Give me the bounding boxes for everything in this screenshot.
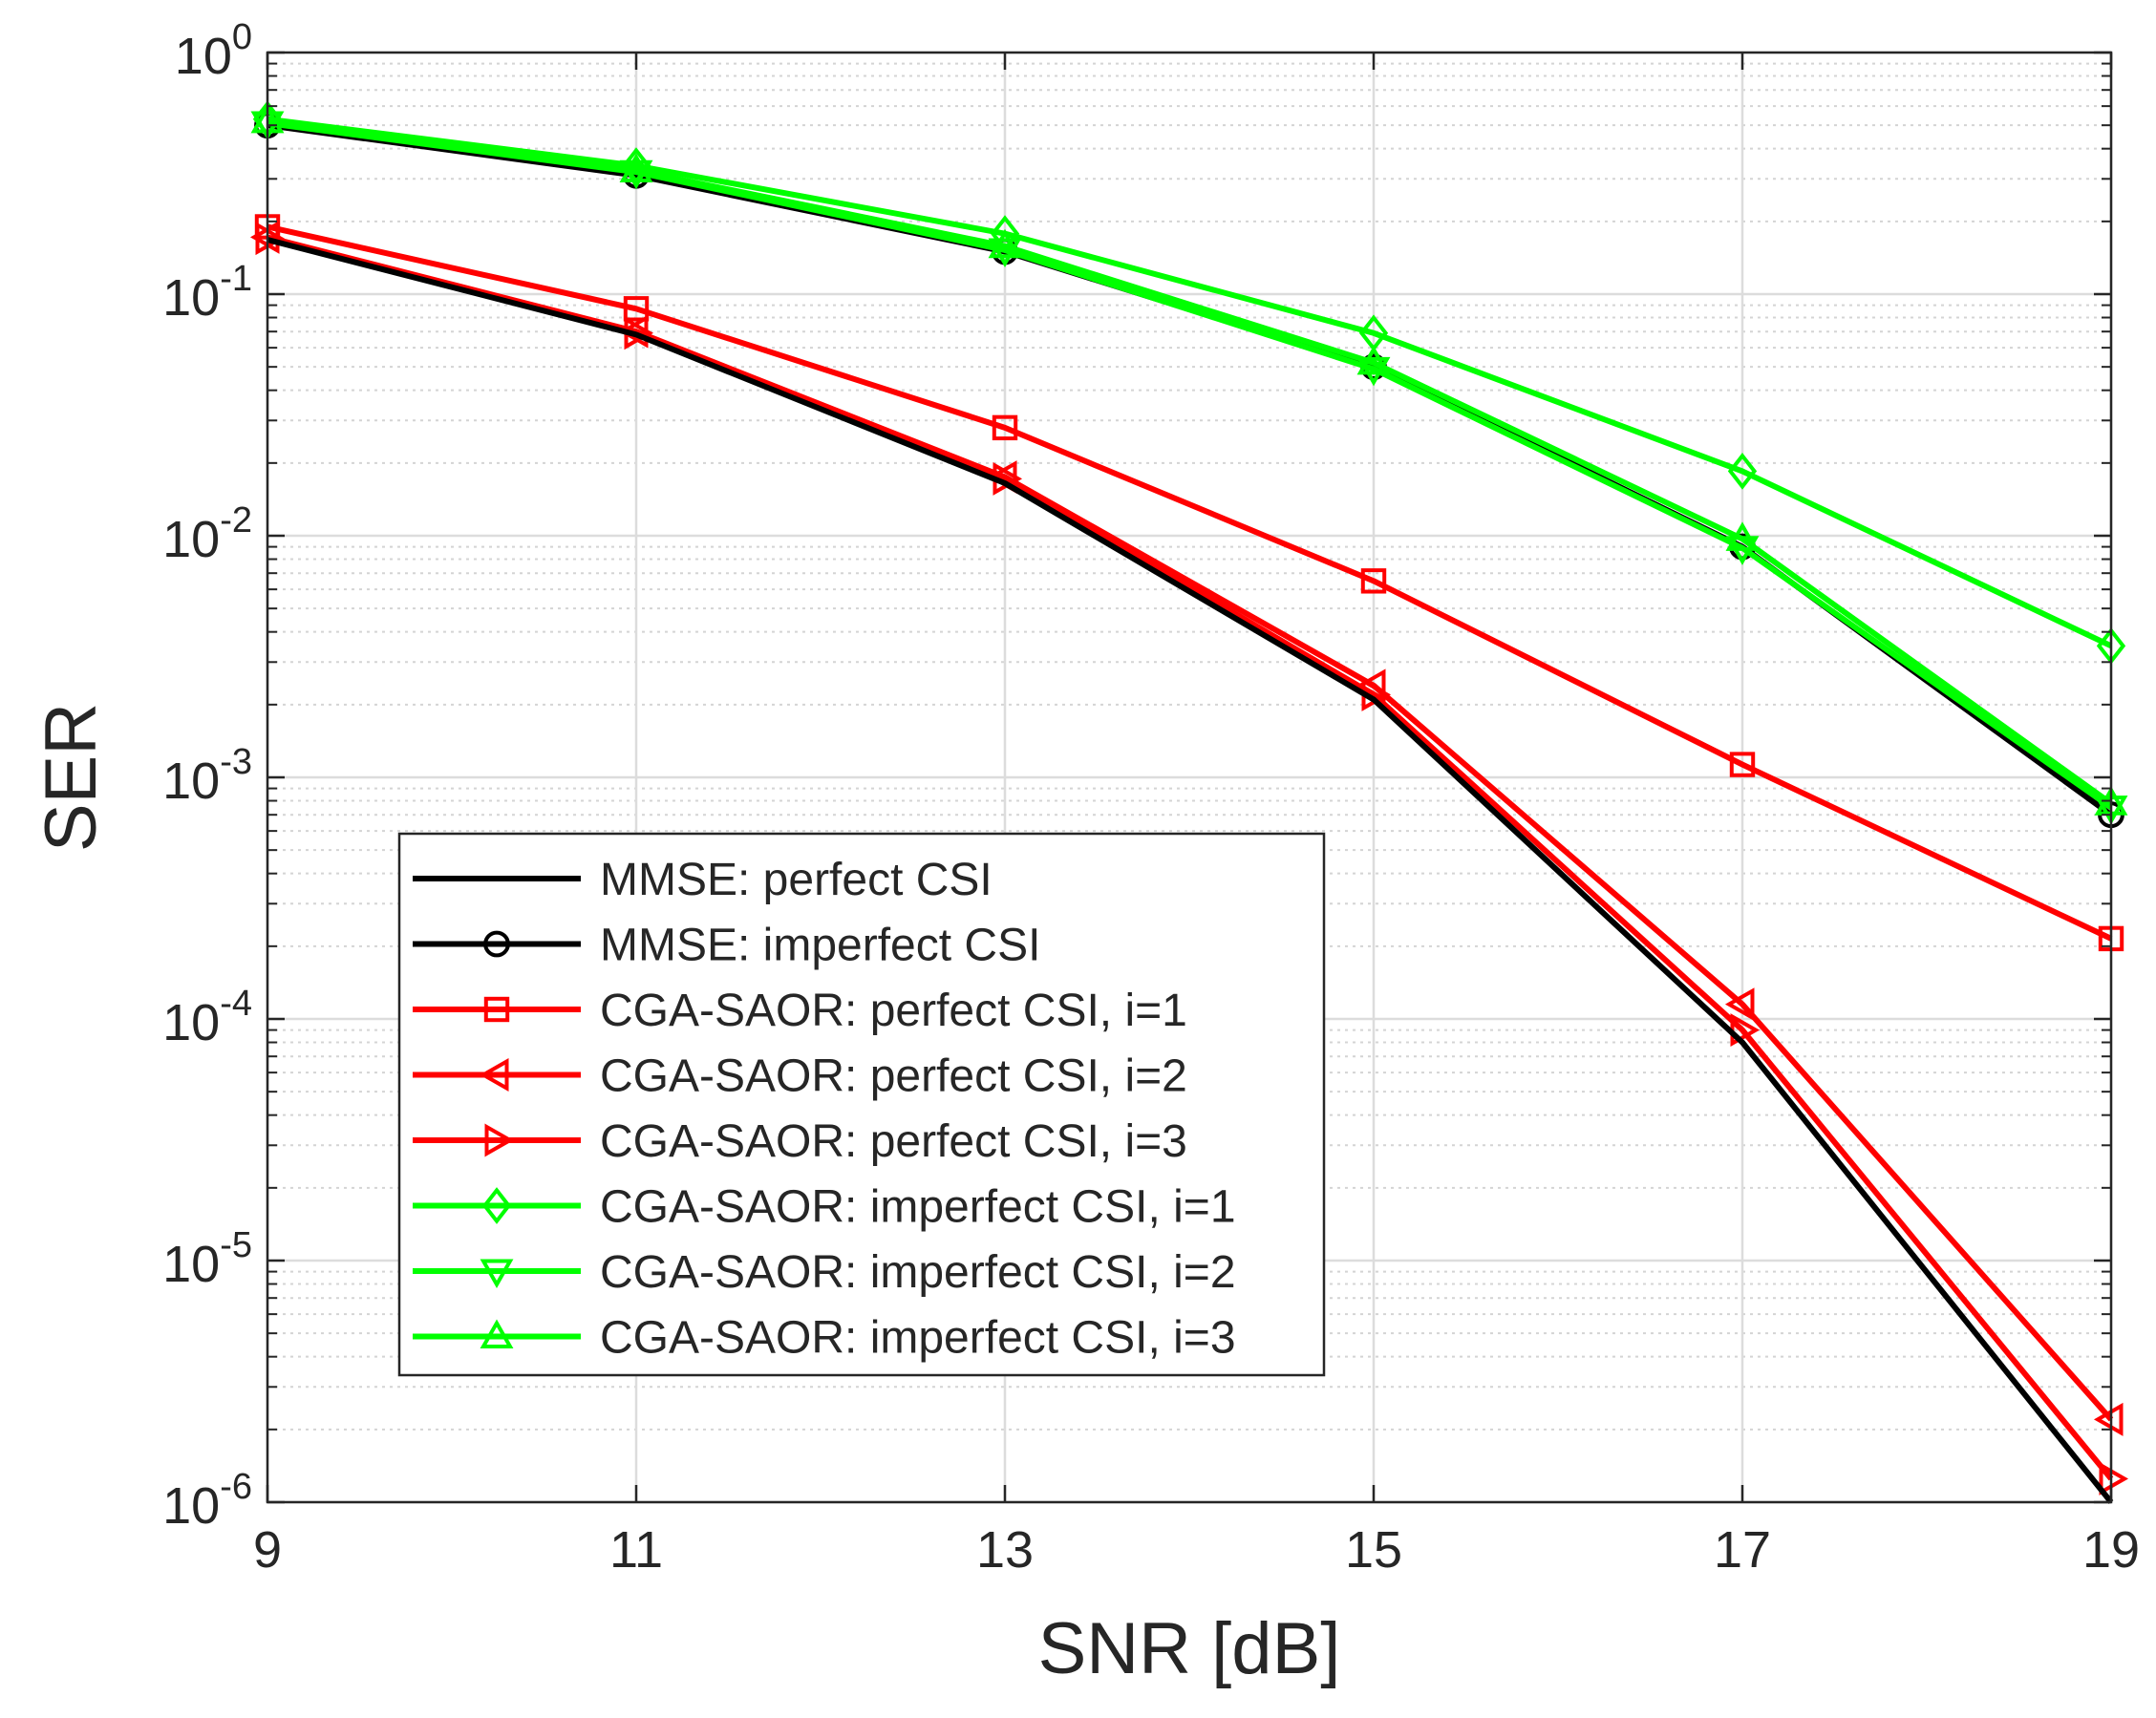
data-point-marker <box>1725 521 1760 551</box>
x-tick-labels: 9 11 13 15 17 19 <box>253 1521 2140 1579</box>
series-line <box>267 237 2114 1504</box>
legend-marker <box>483 930 510 958</box>
series-layer <box>249 100 2129 1504</box>
series-line <box>267 117 2113 806</box>
data-point-marker <box>1356 345 1391 375</box>
y-tick-label: 10-5 <box>162 1225 252 1293</box>
data-point-marker <box>249 220 280 254</box>
legend-marker <box>480 1259 514 1289</box>
legend-entry: CGA-SAOR: perfect CSI, i=3 <box>413 1116 1187 1167</box>
data-point-marker <box>990 215 1020 252</box>
legend-marker <box>481 1187 512 1224</box>
legend-entry: MMSE: perfect CSI <box>413 855 993 905</box>
legend-label: CGA-SAOR: imperfect CSI, i=3 <box>600 1313 1236 1364</box>
data-point-marker <box>1360 568 1387 594</box>
data-point-marker <box>621 147 651 184</box>
legend-entry: CGA-SAOR: perfect CSI, i=2 <box>413 1051 1187 1102</box>
data-point-marker <box>618 314 649 349</box>
data-point-marker <box>2093 1402 2124 1436</box>
legend: MMSE: perfect CSI MMSE: imperfect CSI CGA-… <box>397 832 1326 1377</box>
series-line <box>267 116 2113 649</box>
legend-entry: MMSE: imperfect CSI <box>413 921 1040 971</box>
legend-marker <box>479 1058 509 1092</box>
axis-ticks <box>266 51 2113 1504</box>
data-point-marker <box>992 414 1018 441</box>
legend-entry: CGA-SAOR: imperfect CSI, i=1 <box>413 1182 1236 1233</box>
legend-label: CGA-SAOR: imperfect CSI, i=2 <box>600 1247 1236 1298</box>
legend-marker <box>483 996 510 1023</box>
y-tick-label: 10-2 <box>162 500 252 568</box>
legend-marker <box>480 1319 514 1348</box>
data-point-marker <box>988 238 1022 268</box>
data-point-marker <box>1724 987 1755 1022</box>
x-tick-label: 19 <box>2082 1521 2140 1579</box>
x-tick-label: 17 <box>1714 1521 1771 1579</box>
data-point-marker <box>988 228 1022 259</box>
x-tick-label: 11 <box>609 1521 663 1579</box>
y-tick-label: 10-1 <box>162 259 252 327</box>
legend-label: CGA-SAOR: perfect CSI, i=2 <box>600 1051 1187 1102</box>
legend-label: MMSE: perfect CSI <box>600 855 993 905</box>
data-point-marker <box>1729 752 1756 777</box>
data-point-marker <box>1358 314 1389 352</box>
legend-label: CGA-SAOR: perfect CSI, i=3 <box>600 1116 1187 1167</box>
data-point-marker <box>1356 668 1386 703</box>
data-point-marker <box>1356 356 1391 387</box>
legend-box <box>397 832 1326 1377</box>
y-tick-label: 10-3 <box>162 742 252 810</box>
y-axis-label: SER <box>31 703 112 852</box>
legend-label: CGA-SAOR: imperfect CSI, i=1 <box>600 1182 1236 1233</box>
legend-entry: CGA-SAOR: perfect CSI, i=1 <box>413 986 1187 1036</box>
x-tick-label: 15 <box>1345 1521 1402 1579</box>
data-point-marker <box>623 296 650 322</box>
legend-label: CGA-SAOR: perfect CSI, i=1 <box>600 986 1187 1036</box>
series-1 <box>267 237 2114 1504</box>
legend-entry: CGA-SAOR: imperfect CSI, i=3 <box>413 1313 1236 1364</box>
data-point-marker <box>1727 453 1758 490</box>
y-tick-label: 100 <box>175 17 252 85</box>
legend-label: MMSE: imperfect CSI <box>600 921 1040 971</box>
legend-entry: CGA-SAOR: imperfect CSI, i=2 <box>413 1247 1236 1298</box>
y-tick-labels: 10-6 10-5 10-4 10-3 10-2 10-1 100 <box>162 17 252 1535</box>
y-tick-label: 10-4 <box>162 984 252 1051</box>
data-point-marker <box>2099 1462 2129 1495</box>
x-tick-label: 13 <box>976 1521 1034 1579</box>
y-tick-label: 10-6 <box>162 1467 252 1535</box>
x-tick-label: 9 <box>253 1521 282 1579</box>
series-line <box>267 223 2113 942</box>
x-axis-label: SNR [dB] <box>1038 1608 1341 1689</box>
legend-marker <box>484 1123 515 1157</box>
